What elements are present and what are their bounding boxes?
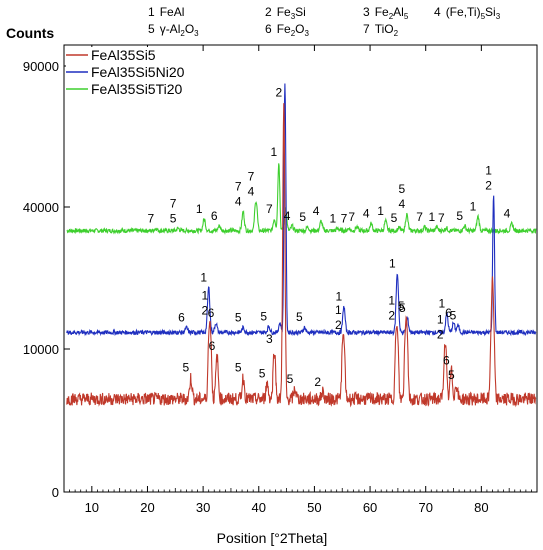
peak-label: 7 — [266, 202, 273, 216]
x-tick-label: 60 — [363, 500, 377, 515]
y-tick-label: 10000 — [23, 342, 59, 357]
peak-label: 5 — [296, 310, 303, 324]
phase-key-4: 4 (Fe,Ti)5Si3 — [434, 5, 501, 21]
peak-label: 4 — [284, 209, 291, 223]
peak-label: 5 — [391, 211, 398, 225]
peak-label: 1 — [377, 204, 384, 218]
phase-key-5: 5 γ-Al2O3 — [148, 22, 199, 38]
peak-label: 7 — [416, 210, 423, 224]
peak-label: 2 — [437, 327, 444, 341]
peak-label: 5 — [399, 301, 406, 315]
peak-label: 5 — [183, 361, 190, 375]
peak-label: 2 — [275, 86, 282, 100]
phase-key-7: 7 TiO2 — [363, 22, 399, 38]
x-tick-label: 80 — [474, 500, 488, 515]
x-tick-label: 70 — [418, 500, 432, 515]
peak-label: 1 — [388, 293, 395, 307]
peak-label: 5 — [287, 372, 294, 386]
x-axis-label: Position [°2Theta] — [217, 530, 328, 546]
peak-label: 2 — [485, 179, 492, 193]
peak-label: 6 — [178, 311, 185, 325]
peak-label: 1 — [439, 297, 446, 311]
legend-label: FeAl35Si5Ni20 — [91, 64, 185, 80]
peak-label: 1 — [335, 303, 342, 317]
peak-label: 2 — [314, 375, 321, 389]
x-tick-label: 20 — [140, 500, 154, 515]
peak-label: 6 — [445, 306, 452, 320]
peak-label: 5 — [235, 361, 242, 375]
peak-label: 1 — [329, 211, 336, 225]
peak-label: 4 — [235, 195, 242, 209]
peak-label: 2 — [335, 318, 342, 332]
x-tick-label: 10 — [85, 500, 99, 515]
peak-label: 2 — [201, 304, 208, 318]
peak-label: 5 — [170, 211, 177, 225]
phase-key-3: 3 Fe2Al5 — [363, 5, 409, 21]
plot-frame — [63, 44, 538, 493]
peak-label: 5 — [450, 308, 457, 322]
series-line-FeAl35Si5Ni20 — [66, 83, 537, 337]
peak-label: 1 — [196, 202, 203, 216]
peak-label: 5 — [456, 209, 463, 223]
peak-label: 4 — [504, 207, 511, 221]
legend-label: FeAl35Si5 — [91, 47, 156, 63]
peak-label: 7 — [235, 180, 242, 194]
x-tick-label: 30 — [196, 500, 210, 515]
phase-key-6: 6 Fe2O3 — [265, 22, 309, 38]
peak-label: 1 — [200, 270, 207, 284]
peak-label: 2 — [388, 308, 395, 322]
peak-label: 4 — [248, 184, 255, 198]
peak-label: 7 — [248, 169, 255, 183]
peak-label: 5 — [260, 309, 267, 323]
peak-label: 7 — [438, 211, 445, 225]
peak-label: 4 — [313, 204, 320, 218]
series-line-FeAl35Si5 — [66, 103, 537, 408]
peak-label: 4 — [398, 197, 405, 211]
peak-label: 6 — [208, 306, 215, 320]
peak-label: 1 — [336, 289, 343, 303]
phase-key-1: 1 FeAl — [148, 5, 185, 19]
peak-label: 1 — [485, 164, 492, 178]
peak-label: 5 — [299, 210, 306, 224]
peak-label: 5 — [259, 366, 266, 380]
peak-label: 1 — [201, 289, 208, 303]
y-axis-label: Counts — [6, 25, 54, 41]
peak-label: 6 — [209, 339, 216, 353]
x-tick-label: 40 — [252, 500, 266, 515]
peak-label: 7 — [147, 211, 154, 225]
peak-label: 1 — [389, 256, 396, 270]
y-tick-label: 90000 — [23, 59, 59, 74]
peak-label: 1 — [428, 210, 435, 224]
x-tick-label: 50 — [307, 500, 321, 515]
peak-label: 3 — [266, 332, 273, 346]
peak-label: 7 — [341, 211, 348, 225]
peak-label: 4 — [363, 207, 370, 221]
y-tick-label: 0 — [52, 485, 59, 500]
peak-label: 5 — [398, 299, 405, 313]
peak-label: 6 — [211, 209, 218, 223]
peak-label: 1 — [270, 145, 277, 159]
peak-label: 5 — [398, 182, 405, 196]
peak-label: 6 — [443, 353, 450, 367]
peak-label: 1 — [437, 312, 444, 326]
peak-label: 5 — [235, 311, 242, 325]
peak-label: 5 — [448, 368, 455, 382]
legend-label: FeAl35Si5Ti20 — [91, 81, 183, 97]
legend-box — [66, 47, 201, 99]
series-line-FeAl35Si5Ti20 — [66, 163, 537, 235]
y-tick-label: 40000 — [23, 200, 59, 215]
peak-label: 7 — [348, 210, 355, 224]
phase-key-2: 2 Fe3Si — [265, 5, 306, 21]
peak-label: 1 — [470, 199, 477, 213]
peak-label: 7 — [170, 196, 177, 210]
